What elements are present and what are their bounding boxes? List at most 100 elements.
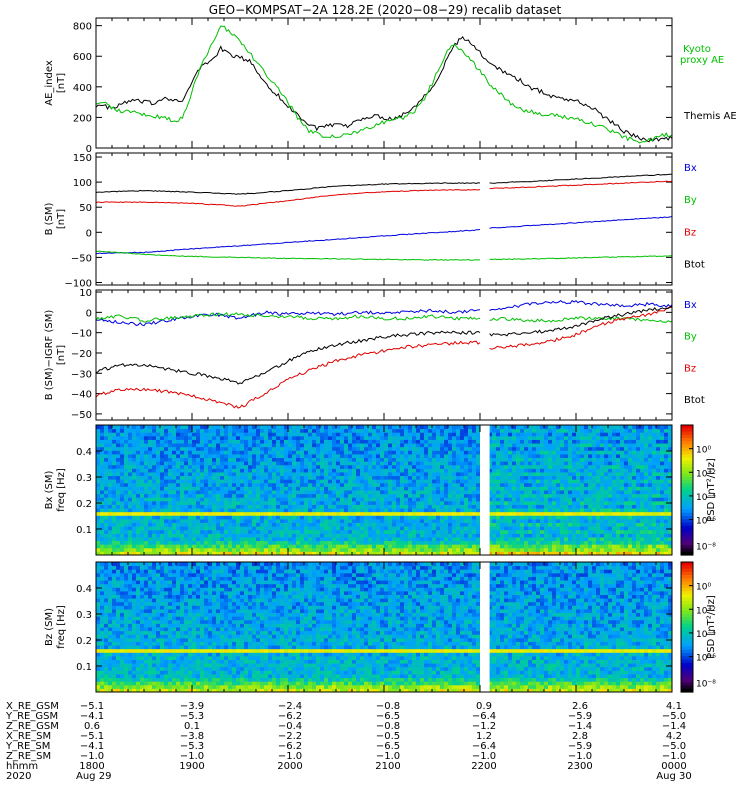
spectrogram-cell bbox=[252, 464, 257, 469]
spectrogram-cell bbox=[560, 508, 565, 513]
spectrogram-cell bbox=[244, 490, 249, 495]
spectrogram-cell bbox=[476, 479, 481, 484]
spectrogram-cell bbox=[364, 526, 369, 531]
spectrogram-cell bbox=[216, 526, 221, 531]
spectrogram-cell bbox=[464, 497, 469, 502]
spectrogram-cell bbox=[244, 493, 249, 498]
spectrogram-cell bbox=[324, 446, 329, 451]
spectrogram-cell bbox=[200, 464, 205, 469]
spectrogram-cell bbox=[136, 450, 141, 455]
spectrogram-cell bbox=[424, 500, 429, 505]
spectrogram-cell bbox=[412, 443, 417, 448]
spectrogram-cell bbox=[388, 446, 393, 451]
spectrogram-cell bbox=[216, 479, 221, 484]
spectrogram-cell bbox=[512, 493, 517, 498]
spectrogram-cell bbox=[152, 508, 157, 513]
spectrogram-cell bbox=[448, 486, 453, 491]
spectrogram-cell bbox=[456, 486, 461, 491]
spectrogram-cell bbox=[504, 432, 509, 437]
spectrogram-cell bbox=[400, 453, 405, 458]
spectrogram-cell bbox=[152, 450, 157, 455]
spectrogram-cell bbox=[528, 450, 533, 455]
spectrogram-cell bbox=[428, 526, 433, 531]
spectrogram-cell bbox=[412, 522, 417, 527]
spectrogram-cell bbox=[324, 468, 329, 473]
spectrogram-cell bbox=[244, 432, 249, 437]
spectrogram-cell bbox=[456, 435, 461, 440]
spectrogram-cell bbox=[272, 547, 277, 552]
spectrogram-cell bbox=[200, 490, 205, 495]
spectrogram-cell bbox=[620, 547, 625, 552]
spectrogram-cell bbox=[180, 464, 185, 469]
spectrogram-cell bbox=[428, 515, 433, 520]
spectrogram-cell bbox=[528, 475, 533, 480]
spectrogram-cell bbox=[196, 551, 201, 556]
spectrogram-cell bbox=[412, 464, 417, 469]
spectrogram-cell bbox=[400, 551, 405, 556]
spectrogram-cell bbox=[608, 457, 613, 462]
spectrogram-cell bbox=[412, 547, 417, 552]
spectrogram-cell bbox=[152, 522, 157, 527]
spectrogram-cell bbox=[184, 493, 189, 498]
spectrogram-cell bbox=[384, 464, 389, 469]
spectrogram-cell bbox=[304, 464, 309, 469]
spectrogram-cell bbox=[144, 479, 149, 484]
spectrogram-cell bbox=[372, 518, 377, 523]
ytick-label: 400 bbox=[73, 83, 92, 94]
spectrogram-cell bbox=[108, 468, 113, 473]
spectrogram-cell bbox=[276, 551, 281, 556]
spectrogram-cell bbox=[408, 497, 413, 502]
spectrogram-cell bbox=[244, 500, 249, 505]
spectrogram-cell bbox=[292, 504, 297, 509]
spectrogram-cell bbox=[188, 526, 193, 531]
spectrogram-cell bbox=[280, 453, 285, 458]
spectrogram-cell bbox=[324, 475, 329, 480]
spectrogram-cell bbox=[536, 468, 541, 473]
spectrogram-cell bbox=[152, 547, 157, 552]
spectrogram-cell bbox=[600, 536, 605, 542]
spectrogram-cell bbox=[296, 536, 301, 542]
spectrogram-cell bbox=[400, 500, 405, 505]
spectrogram-cell bbox=[548, 490, 553, 495]
spectrogram-cell bbox=[424, 450, 429, 455]
spectrogram-cell bbox=[288, 439, 293, 444]
spectrogram-cell bbox=[232, 508, 237, 513]
spectrogram-cell bbox=[192, 475, 197, 480]
spectrogram-cell bbox=[100, 457, 105, 462]
spectrogram-cell bbox=[532, 468, 537, 473]
spectrogram-cell bbox=[512, 551, 517, 556]
spectrogram-cell bbox=[604, 551, 609, 556]
spectrogram-cell bbox=[360, 471, 365, 477]
spectrogram-cell bbox=[452, 540, 457, 545]
spectrogram-cell bbox=[520, 464, 525, 469]
spectrogram-cell bbox=[436, 482, 441, 487]
spectrogram-cell bbox=[600, 540, 605, 545]
series-line-bx bbox=[95, 229, 481, 255]
spectrogram-cell bbox=[248, 497, 253, 502]
spectrogram-cell bbox=[472, 511, 477, 516]
spectrogram-cell bbox=[180, 504, 185, 509]
spectrogram-cell bbox=[372, 493, 377, 498]
spectrogram-cell bbox=[156, 511, 161, 516]
spectrogram-cell bbox=[560, 490, 565, 495]
spectrogram-cell bbox=[364, 551, 369, 556]
spectrogram-cell bbox=[420, 486, 425, 491]
spectrogram-cell bbox=[396, 526, 401, 531]
spectrogram-cell bbox=[104, 500, 109, 505]
spectrogram-cell bbox=[100, 500, 105, 505]
spectrogram-cell bbox=[520, 522, 525, 527]
spectrogram-cell bbox=[540, 475, 545, 480]
y-axis-label: AE_index bbox=[44, 60, 55, 106]
spectrogram-cell bbox=[168, 468, 173, 473]
spectrogram-cell bbox=[360, 518, 365, 523]
spectrogram-cell bbox=[508, 475, 513, 480]
spectrogram-cell bbox=[420, 461, 425, 466]
spectrogram-cell bbox=[320, 475, 325, 480]
spectrogram-cell bbox=[216, 435, 221, 440]
spectrogram-cell bbox=[336, 475, 341, 480]
spectrogram-cell bbox=[620, 515, 625, 520]
spectrogram-cell bbox=[304, 439, 309, 444]
spectrogram-cell bbox=[112, 475, 117, 480]
spectrogram-cell bbox=[440, 547, 445, 552]
spectrogram-cell bbox=[380, 468, 385, 473]
